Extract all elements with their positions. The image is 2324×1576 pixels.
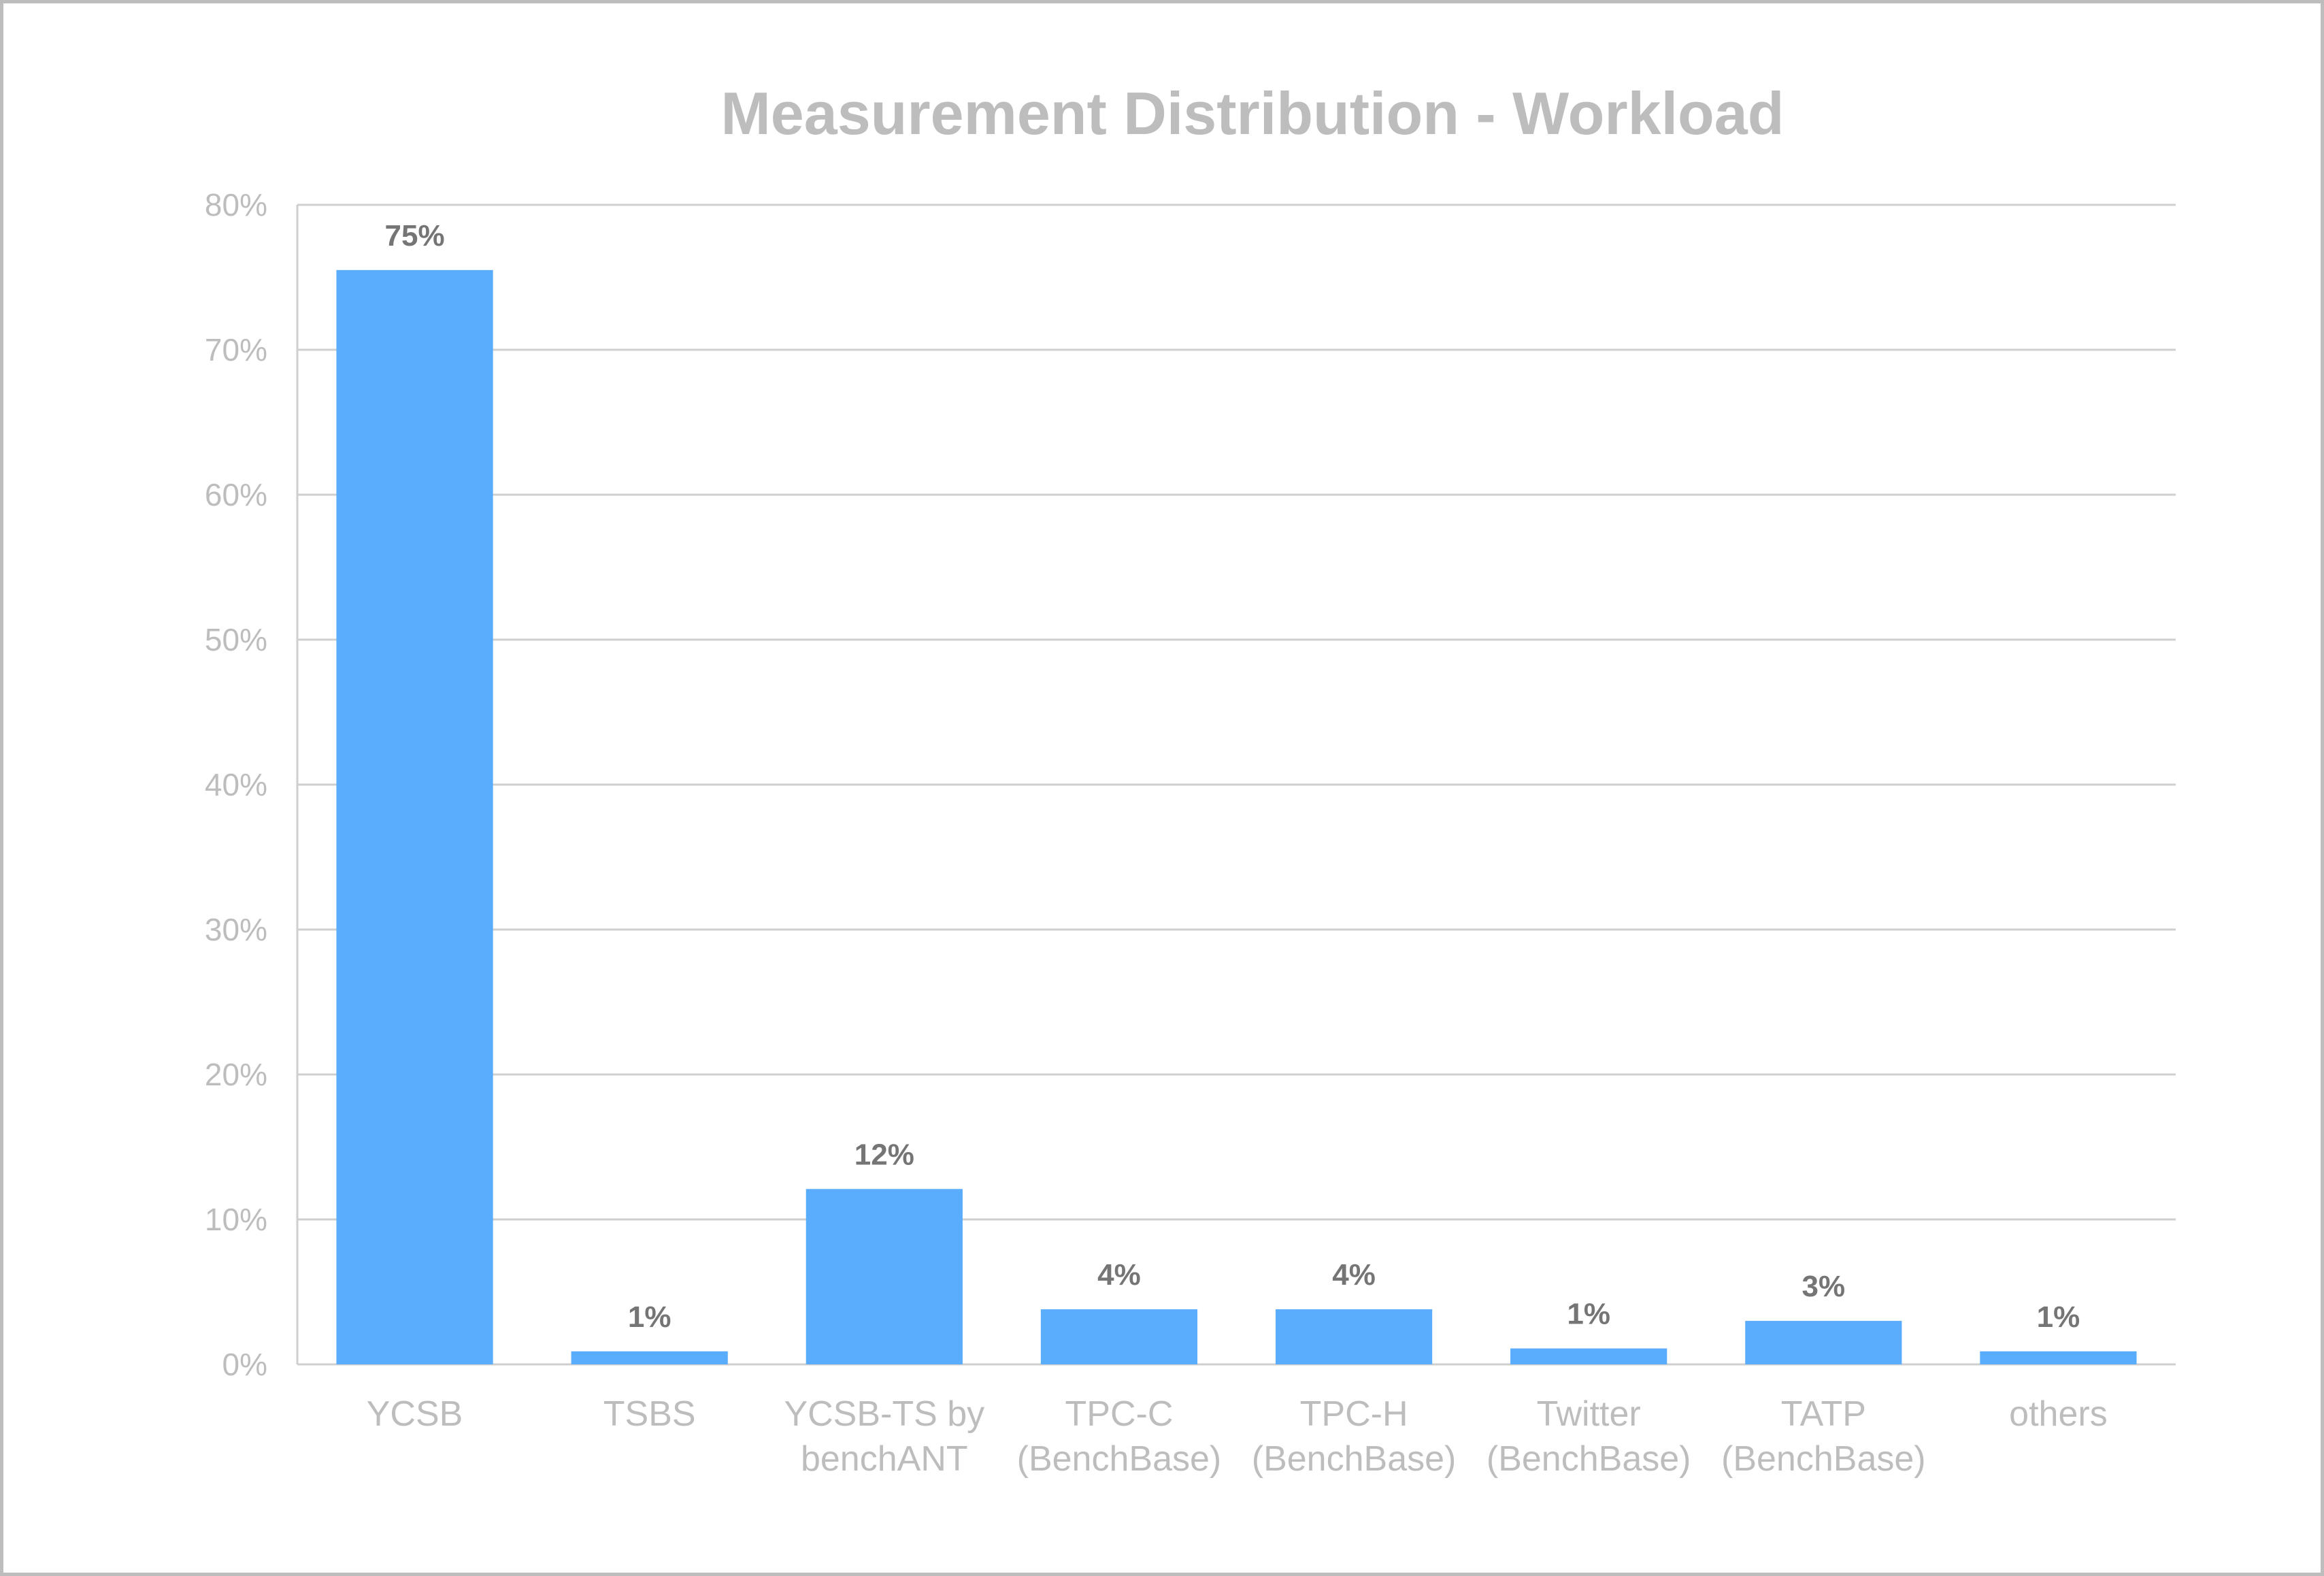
gridlines <box>296 203 2176 1366</box>
bar-chart: Measurement Distribution - Workload 0% 10… <box>205 80 2176 1479</box>
x-tick-label: Twitter (BenchBase) <box>1487 1394 1691 1479</box>
y-tick-label: 40% <box>205 767 267 802</box>
bar <box>571 1351 728 1364</box>
bars <box>336 269 2137 1365</box>
x-axis-ticks: YCSB TSBS YCSB-TS by benchANT TPC-C (BenchBas… <box>367 1394 2108 1479</box>
data-label: 1% <box>2037 1300 2080 1334</box>
data-label: 3% <box>1802 1270 1846 1303</box>
x-tick-label: YCSB-TS by benchANT <box>784 1394 984 1479</box>
x-tick-label: TATP (BenchBase) <box>1721 1394 1926 1479</box>
data-label: 4% <box>1332 1258 1376 1292</box>
data-label: 1% <box>1567 1298 1610 1331</box>
y-axis-ticks: 0% 10% 20% 30% 40% 50% 60% 70% 80% <box>205 187 267 1382</box>
x-tick-label: TSBS <box>603 1394 696 1434</box>
bar <box>1275 1309 1433 1364</box>
y-tick-label: 30% <box>205 912 267 947</box>
x-tick-label: YCSB <box>367 1394 463 1434</box>
bar <box>1040 1309 1198 1364</box>
data-label: 1% <box>628 1300 671 1334</box>
y-tick-label: 20% <box>205 1057 267 1092</box>
x-tick-label: TPC-H (BenchBase) <box>1252 1394 1457 1479</box>
y-tick-label: 0% <box>222 1347 267 1382</box>
y-tick-label: 60% <box>205 477 267 512</box>
bar <box>336 269 493 1365</box>
y-tick-label: 50% <box>205 622 267 657</box>
data-label: 4% <box>1097 1258 1141 1292</box>
data-label: 75% <box>385 219 445 252</box>
bar <box>1980 1351 2137 1364</box>
x-tick-label: others <box>2009 1394 2108 1434</box>
y-tick-label: 80% <box>205 187 267 223</box>
bar <box>1510 1348 1667 1364</box>
x-tick-label: TPC-C (BenchBase) <box>1017 1394 1222 1479</box>
y-tick-label: 10% <box>205 1202 267 1237</box>
data-label: 12% <box>854 1138 914 1171</box>
y-tick-label: 70% <box>205 332 267 367</box>
chart-title: Measurement Distribution - Workload <box>721 80 1784 147</box>
bar <box>1745 1321 1902 1364</box>
data-labels: 75% 1% 12% 4% 4% 1% 3% 1% <box>385 219 2080 1334</box>
bar <box>806 1189 963 1364</box>
